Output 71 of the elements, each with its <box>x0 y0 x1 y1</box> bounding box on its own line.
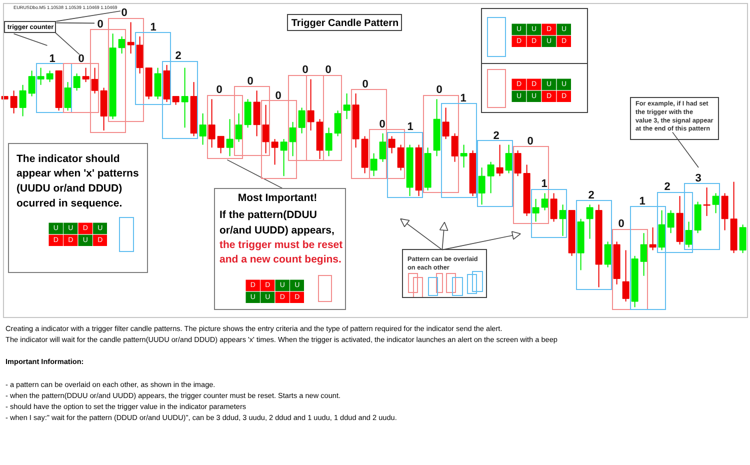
annotation: 1 <box>541 178 548 190</box>
candlestick <box>487 161 494 194</box>
annotation: 0 <box>436 84 442 96</box>
candlestick <box>505 144 512 174</box>
candlestick <box>739 224 746 254</box>
candlestick <box>154 67 162 100</box>
candlestick <box>685 221 692 248</box>
annotation: 1 <box>49 52 56 65</box>
candlestick <box>280 138 288 177</box>
annotation: 0 <box>275 90 282 102</box>
annotation: 3 <box>695 172 702 184</box>
candlestick <box>370 152 378 177</box>
annotation: 1 <box>150 21 156 34</box>
annotation: 0 <box>216 84 222 96</box>
candlestick <box>604 241 612 268</box>
candlestick <box>226 118 234 157</box>
candlestick <box>235 112 242 142</box>
candlestick <box>73 73 80 92</box>
candlestick <box>550 192 558 222</box>
annotation: the trigger must be reset and a new count begins. <box>220 238 344 266</box>
candlestick <box>649 226 656 251</box>
candlestick <box>199 112 206 146</box>
candlestick <box>559 204 566 236</box>
annotation: 1 <box>639 195 646 208</box>
candlestick <box>181 67 188 128</box>
annotation: 2 <box>664 181 670 194</box>
annotation: Most Important! <box>238 192 318 204</box>
annotation: 0 <box>302 64 308 76</box>
annotation: 0 <box>379 118 386 130</box>
candlestick <box>343 92 350 120</box>
candlestick <box>658 210 666 251</box>
annotation: 1 <box>460 92 466 105</box>
candlestick <box>586 204 594 240</box>
candlestick <box>271 138 278 166</box>
annotation: 2 <box>588 190 594 202</box>
annotation: 2 <box>175 50 182 62</box>
annotation: 0 <box>362 78 368 90</box>
candlestick <box>478 167 486 206</box>
candlestick <box>460 144 468 168</box>
annotation: 2 <box>493 130 500 142</box>
annotation: If the pattern(DDUU or/and UUDD) appears, <box>220 208 335 236</box>
annotation: 1 <box>407 121 414 134</box>
annotation: 0 <box>247 76 254 88</box>
chart-title: Trigger Candle Pattern <box>291 18 399 29</box>
candlestick <box>127 22 134 54</box>
candlestick <box>253 90 260 137</box>
candlestick <box>244 98 252 128</box>
candlestick <box>622 250 630 302</box>
text: 0 <box>121 7 128 20</box>
candlestick <box>388 136 396 154</box>
annotation: 0 <box>325 64 332 76</box>
candlestick <box>289 121 296 157</box>
candlestick <box>496 144 504 177</box>
candlestick <box>721 192 728 231</box>
annotation: The indicator should appear when 'x' patterns (UUDU or/and DDUD) ocurred in sequence. <box>16 152 139 210</box>
candlestick <box>262 104 270 154</box>
candlestick <box>532 198 540 222</box>
candlestick <box>136 36 144 74</box>
candlestick <box>397 144 404 171</box>
candlestick <box>667 210 674 234</box>
candlestick <box>64 82 72 112</box>
candlestick <box>703 187 710 216</box>
annotation: 0 <box>527 135 534 148</box>
candlestick <box>307 78 314 131</box>
candlestick <box>379 132 386 162</box>
annotation: 0 <box>97 18 104 31</box>
candlestick <box>541 192 548 211</box>
annotation: 0 <box>618 218 624 230</box>
candlestick <box>712 192 720 214</box>
annotation: 0 <box>78 52 84 65</box>
candlestick <box>298 107 306 134</box>
